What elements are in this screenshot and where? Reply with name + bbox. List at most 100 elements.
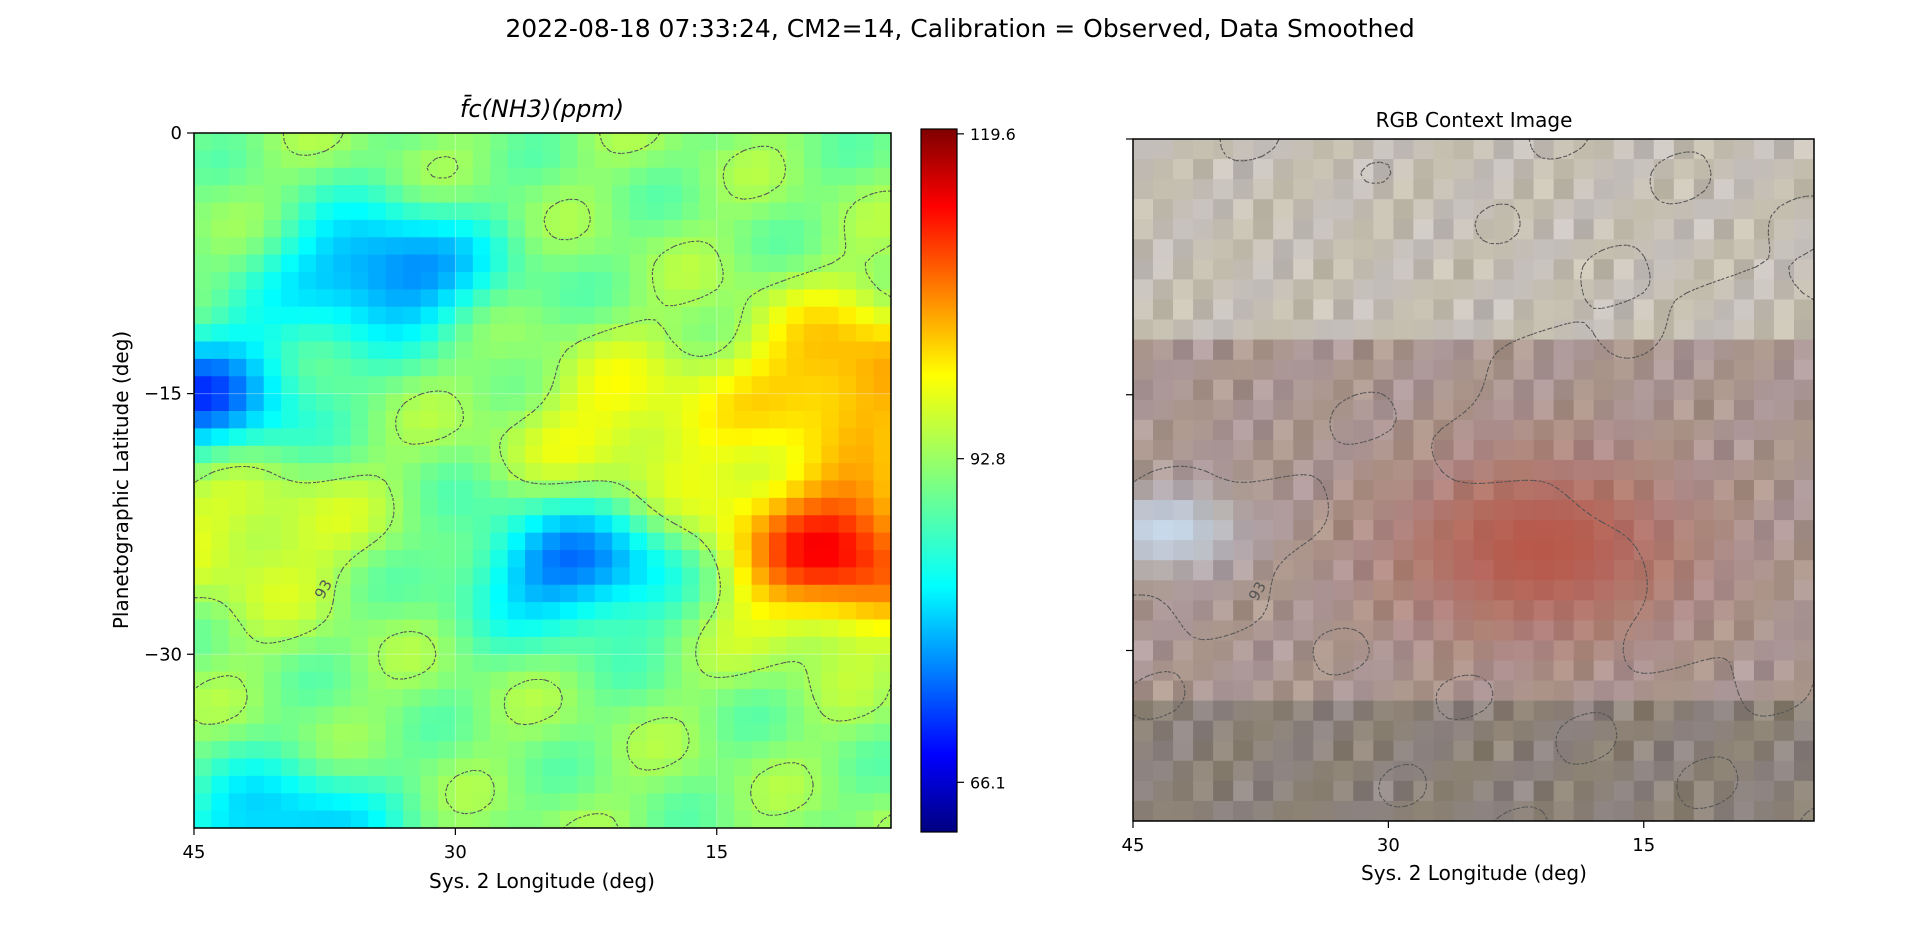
- rgb-pixel: [1753, 359, 1775, 381]
- rgb-pixel: [1153, 760, 1174, 782]
- rgb-pixel: [1753, 720, 1775, 742]
- heatmap-cell: [350, 306, 369, 325]
- heatmap-cell: [786, 706, 805, 725]
- rgb-pixel: [1773, 480, 1795, 501]
- rgb-pixel: [1373, 620, 1394, 642]
- rgb-pixel: [1453, 680, 1475, 702]
- heatmap-cell: [490, 254, 509, 273]
- rgb-pixel: [1373, 419, 1394, 441]
- heatmap-cell: [472, 219, 491, 238]
- heatmap-cell: [856, 358, 875, 377]
- heatmap-cell: [629, 741, 648, 760]
- heatmap-cell: [769, 671, 788, 690]
- rgb-pixel: [1333, 520, 1354, 541]
- heatmap-cell: [769, 550, 788, 568]
- heatmap-cell: [612, 793, 631, 812]
- rgb-pixel: [1413, 419, 1435, 441]
- heatmap-cell: [838, 636, 857, 655]
- rgb-pixel: [1753, 199, 1775, 220]
- heatmap-cell: [716, 133, 735, 151]
- rgb-pixel: [1573, 179, 1595, 200]
- heatmap-cell: [507, 411, 526, 429]
- heatmap-cell: [629, 289, 648, 308]
- rgb-pixel: [1273, 680, 1294, 702]
- heatmap-cell: [769, 150, 788, 169]
- contour-line: [1133, 139, 1814, 821]
- heatmap-cell: [246, 706, 265, 725]
- rgb-pixel: [1533, 620, 1555, 642]
- heatmap-cell: [246, 358, 265, 377]
- heatmap-cell: [420, 289, 439, 308]
- rgb-pixel: [1233, 339, 1254, 361]
- rgb-pixel: [1613, 800, 1635, 821]
- rgb-pixel: [1473, 179, 1495, 200]
- rgb-pixel: [1513, 580, 1535, 601]
- rgb-pixel: [1433, 760, 1455, 782]
- heatmap-xlabel: Sys. 2 Longitude (deg): [429, 869, 655, 893]
- rgb-pixel: [1633, 239, 1655, 260]
- rgb-pixel: [1673, 179, 1695, 200]
- heatmap-cell: [298, 463, 317, 482]
- rgb-pixel: [1753, 760, 1775, 782]
- heatmap-cell: [281, 463, 300, 482]
- heatmap-cell: [734, 341, 753, 360]
- heatmap-cell: [437, 133, 456, 151]
- heatmap-cell: [263, 411, 282, 429]
- rgb-pixel: [1633, 179, 1655, 200]
- rgb-pixel: [1473, 560, 1495, 581]
- rgb-pixel: [1173, 459, 1194, 481]
- rgb-pixel: [1193, 700, 1214, 722]
- rgb-pixel: [1213, 399, 1234, 421]
- heatmap-cell: [769, 463, 788, 482]
- heatmap-cell: [769, 272, 788, 290]
- heatmap-cell: [594, 689, 613, 707]
- rgb-pixel: [1793, 319, 1814, 341]
- y-tick-label: −15: [144, 384, 182, 405]
- heatmap-cell: [281, 306, 300, 325]
- rgb-pixel: [1173, 399, 1194, 421]
- heatmap-cell: [594, 636, 613, 655]
- heatmap-cell: [734, 376, 753, 395]
- heatmap-cells: [194, 133, 891, 828]
- rgb-pixel: [1633, 500, 1655, 521]
- heatmap-cell: [281, 515, 300, 534]
- heatmap-cell: [734, 654, 753, 673]
- rgb-pixel: [1693, 760, 1715, 782]
- rgb-pixel: [1793, 640, 1814, 662]
- rgb-pixel: [1553, 620, 1575, 642]
- heatmap-cell: [455, 497, 474, 516]
- heatmap-cell: [194, 619, 213, 638]
- heatmap-cell: [612, 237, 631, 256]
- rgb-pixel: [1293, 660, 1314, 682]
- rgb-pixel: [1613, 700, 1635, 722]
- heatmap-cell: [856, 480, 875, 499]
- rgb-pixel: [1513, 500, 1535, 521]
- heatmap-cell: [525, 775, 544, 794]
- heatmap-cell: [699, 428, 718, 447]
- rgb-pixel: [1173, 179, 1194, 200]
- heatmap-cell: [734, 428, 753, 447]
- heatmap-cell: [856, 532, 875, 551]
- rgb-pixel: [1713, 640, 1735, 662]
- rgb-pixel: [1753, 800, 1775, 821]
- heatmap-cell: [525, 167, 544, 186]
- rgb-pixel: [1733, 580, 1755, 601]
- rgb-pixel: [1193, 259, 1214, 281]
- rgb-pixel: [1353, 219, 1374, 240]
- heatmap-cell: [315, 150, 334, 169]
- heatmap-cell: [385, 532, 404, 551]
- rgb-pixel: [1593, 780, 1615, 802]
- heatmap-cell: [385, 150, 404, 169]
- rgb-pixel: [1713, 439, 1735, 461]
- rgb-pixel: [1193, 319, 1214, 341]
- heatmap-cell: [437, 393, 456, 412]
- heatmap-cell: [385, 741, 404, 760]
- heatmap-cell: [298, 636, 317, 655]
- heatmap-cell: [263, 723, 282, 742]
- heatmap-cell: [507, 532, 526, 551]
- heatmap-cell: [699, 741, 718, 760]
- heatmap-cell: [472, 428, 491, 447]
- heatmap-cell: [385, 133, 404, 151]
- rgb-pixel: [1753, 239, 1775, 260]
